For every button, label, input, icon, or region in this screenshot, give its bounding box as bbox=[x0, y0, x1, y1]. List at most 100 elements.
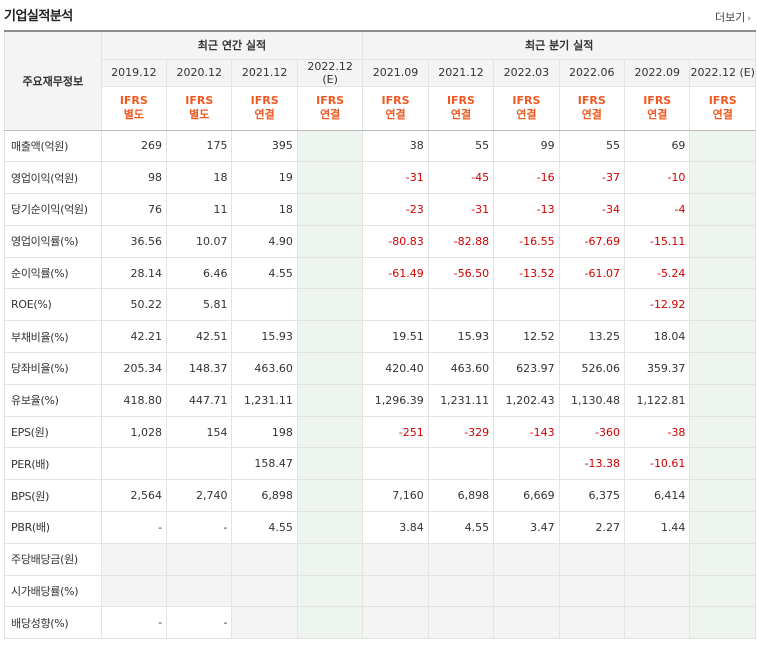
quarter-value-cell: -12.92 bbox=[624, 288, 691, 322]
quarter-value-cell: 1,202.43 bbox=[493, 383, 560, 417]
annual-value-cell bbox=[296, 161, 364, 195]
quarter-value-cell bbox=[558, 542, 626, 576]
quarter-value-cell bbox=[493, 606, 560, 640]
row-label: 유보율(%) bbox=[4, 383, 102, 417]
quarter-value-cell: 18.04 bbox=[624, 320, 691, 354]
annual-value-cell bbox=[296, 320, 364, 354]
annual-value-cell: 2,564 bbox=[100, 479, 168, 513]
annual-period-header: 2021.12 bbox=[231, 58, 298, 87]
quarter-period-header: 2021.12 bbox=[427, 58, 495, 87]
quarter-value-cell: 6,375 bbox=[558, 479, 626, 513]
annual-value-cell bbox=[296, 511, 364, 544]
quarter-value-cell: 12.52 bbox=[493, 320, 560, 354]
quarter-value-cell: -10.61 bbox=[624, 447, 691, 481]
ifrs-label: IFRS bbox=[446, 94, 475, 107]
row-label: 영업이익률(%) bbox=[4, 224, 102, 258]
annual-value-cell bbox=[296, 574, 364, 608]
quarter-value-cell: 38 bbox=[362, 129, 429, 163]
quarter-value-cell bbox=[558, 574, 626, 608]
annual-value-cell: 4.55 bbox=[231, 511, 298, 544]
quarter-value-cell: -10 bbox=[624, 161, 691, 195]
ifrs-label: IFRS bbox=[512, 94, 541, 107]
annual-value-cell bbox=[100, 447, 168, 481]
annual-value-cell: 1,028 bbox=[100, 415, 168, 449]
quarter-value-cell: 6,669 bbox=[493, 479, 560, 513]
table-row: 주당배당금(원) bbox=[4, 542, 756, 576]
quarter-value-cell: -38 bbox=[624, 415, 691, 449]
quarter-value-cell bbox=[362, 288, 429, 322]
annual-value-cell: 205.34 bbox=[100, 352, 168, 385]
consolidation-label: 연결 bbox=[254, 108, 275, 121]
quarter-value-cell bbox=[427, 574, 495, 608]
annual-value-cell: - bbox=[100, 606, 168, 640]
table-row: 당기순이익(억원) 76 11 18 -23 -31 -13 -34 -4 bbox=[4, 193, 756, 226]
annual-value-cell: - bbox=[166, 606, 233, 640]
annual-value-cell: 98 bbox=[100, 161, 168, 195]
annual-value-cell: - bbox=[100, 511, 168, 544]
quarter-value-cell: -5.24 bbox=[624, 256, 691, 290]
quarter-value-cell bbox=[362, 542, 429, 576]
annual-value-cell: 15.93 bbox=[231, 320, 298, 354]
quarter-period-header: 2022.03 bbox=[493, 58, 560, 87]
quarter-value-cell bbox=[689, 256, 756, 290]
quarter-value-cell: 1,296.39 bbox=[362, 383, 429, 417]
quarter-value-cell bbox=[689, 383, 756, 417]
quarter-value-cell: -13 bbox=[493, 193, 560, 226]
quarter-value-cell: -251 bbox=[362, 415, 429, 449]
table-row: 당좌비율(%) 205.34 148.37 463.60 420.40 463.60 623… bbox=[4, 352, 756, 385]
annual-value-cell bbox=[166, 542, 233, 576]
quarter-value-cell: -143 bbox=[493, 415, 560, 449]
quarter-group-header: 최근 분기 실적 bbox=[362, 30, 756, 60]
ifrs-basis-header: IFRS 연결 bbox=[362, 85, 429, 131]
annual-value-cell bbox=[100, 574, 168, 608]
more-link[interactable]: 더보기 › bbox=[715, 9, 751, 25]
quarter-value-cell bbox=[362, 447, 429, 481]
quarter-value-cell: 463.60 bbox=[427, 352, 495, 385]
quarter-value-cell bbox=[427, 542, 495, 576]
quarter-value-cell: 623.97 bbox=[493, 352, 560, 385]
quarter-value-cell bbox=[624, 574, 691, 608]
annual-value-cell: 269 bbox=[100, 129, 168, 163]
quarter-value-cell bbox=[427, 606, 495, 640]
table-row: PER(배) 158.47 -13.38 -10.61 bbox=[4, 447, 756, 481]
table-row: 유보율(%) 418.80 447.71 1,231.11 1,296.39 1,231.… bbox=[4, 383, 756, 417]
more-label: 더보기 bbox=[715, 11, 746, 24]
quarter-value-cell bbox=[624, 606, 691, 640]
quarter-value-cell bbox=[689, 161, 756, 195]
consolidation-label: 연결 bbox=[450, 108, 472, 121]
annual-value-cell bbox=[296, 542, 364, 576]
quarter-value-cell: -56.50 bbox=[427, 256, 495, 290]
quarter-value-cell: 3.84 bbox=[362, 511, 429, 544]
quarter-value-cell: 7,160 bbox=[362, 479, 429, 513]
quarter-value-cell: -4 bbox=[624, 193, 691, 226]
annual-value-cell: 5.81 bbox=[166, 288, 233, 322]
financial-summary-table: 주요재무정보 최근 연간 실적 최근 분기 실적 2019.12 2020.12 2… bbox=[4, 30, 756, 640]
quarter-value-cell bbox=[689, 288, 756, 322]
annual-value-cell bbox=[296, 352, 364, 385]
quarter-value-cell bbox=[689, 415, 756, 449]
quarter-value-cell: 2.27 bbox=[558, 511, 626, 544]
annual-value-cell bbox=[296, 193, 364, 226]
row-label: 매출액(억원) bbox=[4, 129, 102, 163]
annual-value-cell bbox=[296, 606, 364, 640]
row-label: 주당배당금(원) bbox=[4, 542, 102, 576]
table-row: PBR(배) - -4.55 3.84 4.55 3.47 2.27 1.44 bbox=[4, 511, 756, 544]
annual-value-cell: 154 bbox=[166, 415, 233, 449]
quarter-value-cell bbox=[689, 542, 756, 576]
consolidation-label: 연결 bbox=[385, 108, 406, 121]
annual-value-cell bbox=[231, 542, 298, 576]
table-row: 영업이익률(%) 36.56 10.07 4.90 -80.83 -82.88 -16.55… bbox=[4, 224, 756, 258]
quarter-value-cell: -67.69 bbox=[558, 224, 626, 258]
ifrs-basis-header: IFRS 별도 bbox=[166, 85, 233, 131]
row-label: 부채비율(%) bbox=[4, 320, 102, 354]
annual-value-cell: 4.55 bbox=[231, 256, 298, 290]
annual-value-cell: 395 bbox=[231, 129, 298, 163]
ifrs-basis-header: IFRS 연결 bbox=[689, 85, 756, 131]
quarter-value-cell: -329 bbox=[427, 415, 495, 449]
consolidation-label: 별도 bbox=[189, 108, 210, 121]
annual-value-cell: 463.60 bbox=[231, 352, 298, 385]
annual-value-cell bbox=[231, 288, 298, 322]
annual-value-cell bbox=[296, 288, 364, 322]
table-row: EPS(원) 1,028 154 198 -251 -329 -143 -360 -38 bbox=[4, 415, 756, 449]
quarter-value-cell: -13.38 bbox=[558, 447, 626, 481]
